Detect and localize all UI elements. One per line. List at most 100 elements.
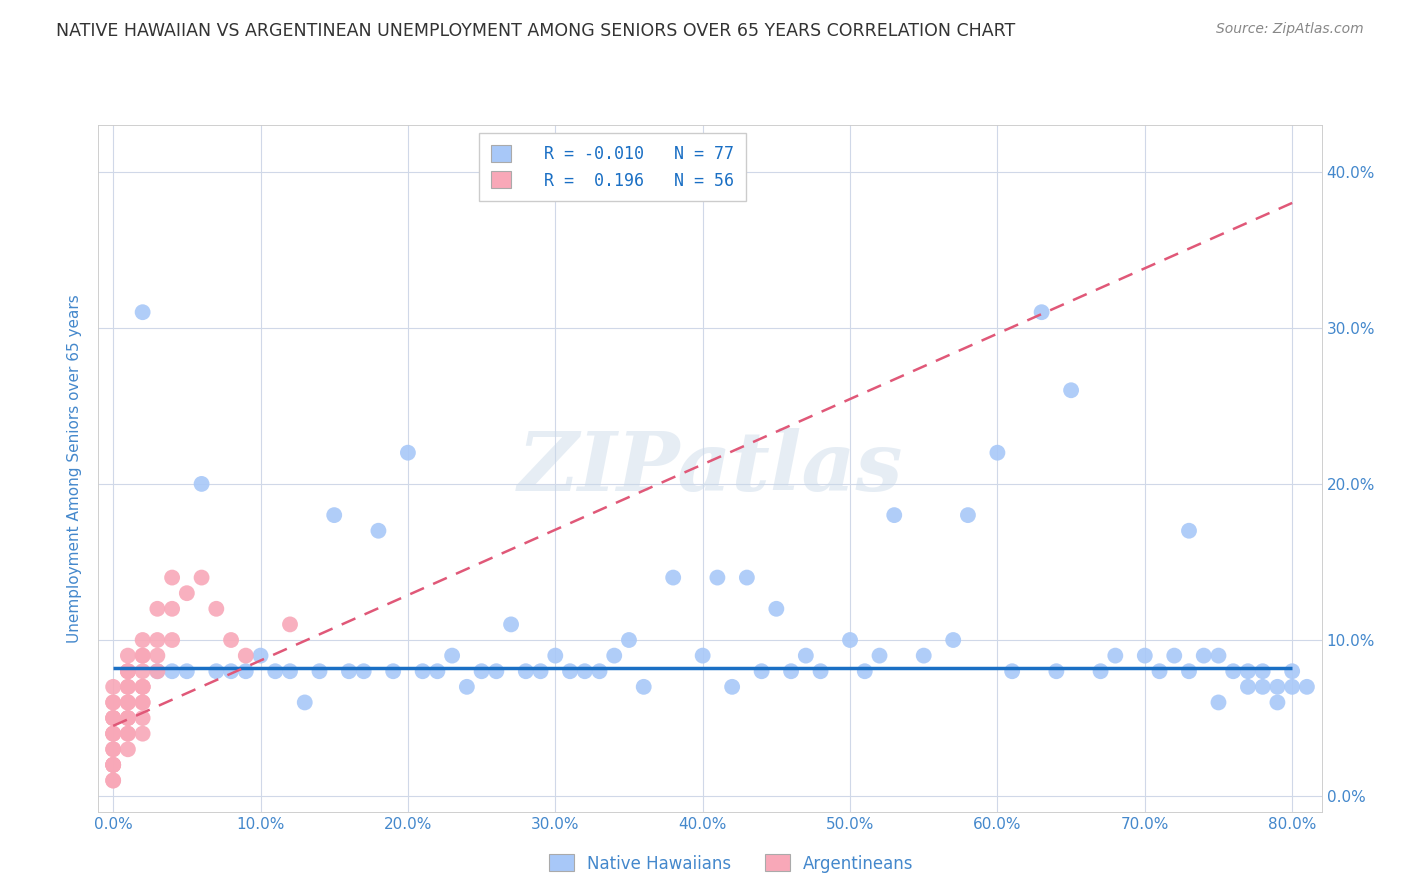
Point	[146, 648, 169, 663]
Point	[131, 680, 153, 694]
Point	[101, 680, 124, 694]
Point	[1133, 648, 1156, 663]
Point	[1222, 664, 1244, 678]
Y-axis label: Unemployment Among Seniors over 65 years: Unemployment Among Seniors over 65 years	[67, 294, 83, 642]
Point	[471, 664, 494, 678]
Point	[205, 601, 228, 615]
Point	[426, 664, 449, 678]
Point	[117, 680, 139, 694]
Point	[956, 508, 979, 523]
Point	[117, 664, 139, 678]
Point	[249, 648, 271, 663]
Point	[1178, 524, 1201, 538]
Point	[101, 696, 124, 710]
Point	[131, 648, 153, 663]
Point	[780, 664, 803, 678]
Point	[160, 633, 183, 648]
Point	[367, 524, 389, 538]
Point	[308, 664, 330, 678]
Point	[131, 648, 153, 663]
Point	[942, 633, 965, 648]
Point	[1267, 696, 1289, 710]
Point	[603, 648, 626, 663]
Point	[633, 680, 655, 694]
Point	[662, 571, 685, 585]
Point	[117, 696, 139, 710]
Point	[101, 742, 124, 756]
Point	[101, 711, 124, 725]
Point	[396, 445, 419, 460]
Point	[101, 757, 124, 772]
Point	[751, 664, 773, 678]
Point	[1267, 680, 1289, 694]
Point	[101, 726, 124, 740]
Point	[529, 664, 551, 678]
Point	[558, 664, 581, 678]
Point	[131, 633, 153, 648]
Point	[986, 445, 1008, 460]
Point	[1251, 664, 1274, 678]
Point	[1296, 680, 1319, 694]
Point	[101, 711, 124, 725]
Point	[101, 757, 124, 772]
Point	[617, 633, 640, 648]
Point	[219, 664, 242, 678]
Point	[131, 726, 153, 740]
Point	[131, 680, 153, 694]
Point	[588, 664, 610, 678]
Text: ZIPatlas: ZIPatlas	[517, 428, 903, 508]
Point	[176, 664, 198, 678]
Point	[117, 742, 139, 756]
Point	[1001, 664, 1024, 678]
Point	[131, 664, 153, 678]
Point	[131, 680, 153, 694]
Point	[160, 601, 183, 615]
Point	[117, 696, 139, 710]
Point	[735, 571, 758, 585]
Point	[810, 664, 832, 678]
Point	[235, 648, 257, 663]
Point	[117, 711, 139, 725]
Point	[101, 773, 124, 788]
Point	[264, 664, 287, 678]
Point	[205, 664, 228, 678]
Point	[412, 664, 434, 678]
Point	[131, 711, 153, 725]
Point	[117, 711, 139, 725]
Point	[176, 586, 198, 600]
Point	[219, 633, 242, 648]
Point	[323, 508, 346, 523]
Point	[869, 648, 891, 663]
Point	[146, 664, 169, 678]
Point	[117, 648, 139, 663]
Point	[101, 696, 124, 710]
Point	[131, 696, 153, 710]
Legend:   R = -0.010   N = 77,   R =  0.196   N = 56: R = -0.010 N = 77, R = 0.196 N = 56	[479, 133, 745, 202]
Point	[117, 664, 139, 678]
Point	[117, 726, 139, 740]
Point	[794, 648, 817, 663]
Point	[1090, 664, 1112, 678]
Point	[146, 601, 169, 615]
Text: NATIVE HAWAIIAN VS ARGENTINEAN UNEMPLOYMENT AMONG SENIORS OVER 65 YEARS CORRELAT: NATIVE HAWAIIAN VS ARGENTINEAN UNEMPLOYM…	[56, 22, 1015, 40]
Point	[1031, 305, 1053, 319]
Point	[544, 648, 567, 663]
Point	[456, 680, 478, 694]
Point	[101, 757, 124, 772]
Point	[278, 617, 301, 632]
Point	[117, 680, 139, 694]
Point	[1178, 664, 1201, 678]
Point	[1149, 664, 1171, 678]
Point	[190, 571, 212, 585]
Point	[1163, 648, 1185, 663]
Point	[1045, 664, 1067, 678]
Point	[117, 696, 139, 710]
Point	[382, 664, 405, 678]
Point	[101, 726, 124, 740]
Point	[1251, 680, 1274, 694]
Point	[131, 696, 153, 710]
Point	[294, 696, 316, 710]
Point	[441, 648, 464, 663]
Point	[485, 664, 508, 678]
Point	[853, 664, 876, 678]
